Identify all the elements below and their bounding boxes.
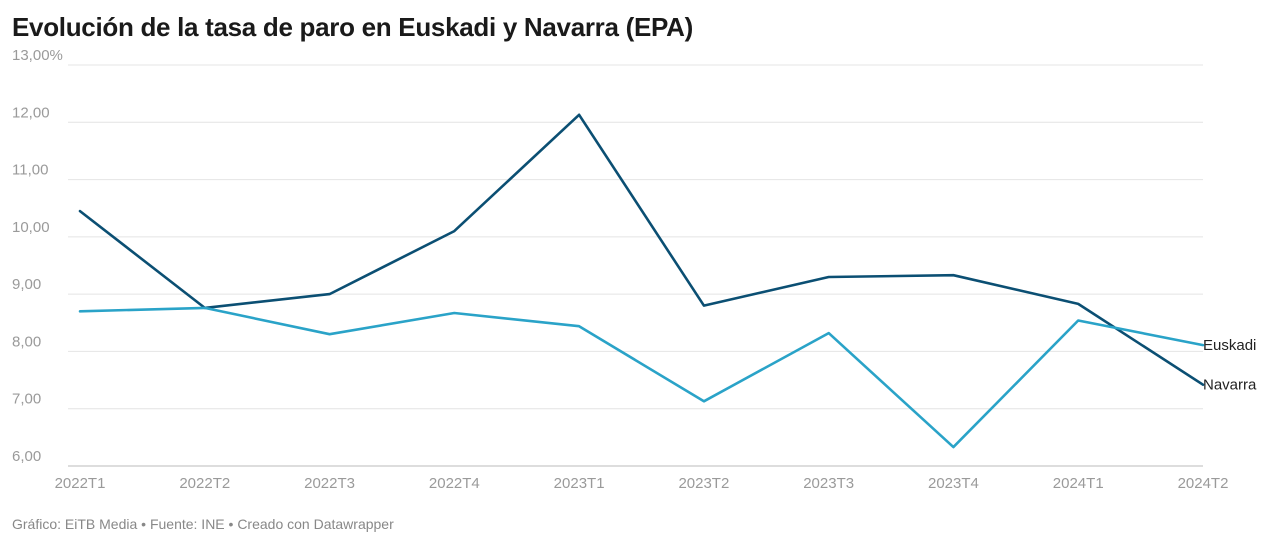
series-line-navarra — [78, 113, 1205, 387]
chart-footer: Gráfico: EiTB Media • Fuente: INE • Crea… — [12, 516, 394, 532]
series-label-euskadi: Euskadi — [1203, 337, 1256, 354]
y-tick-label: 7,00 — [12, 391, 41, 408]
y-tick-label: 11,00 — [12, 162, 48, 179]
x-tick-label: 2022T2 — [179, 475, 230, 492]
y-tick-label: 13,00% — [12, 47, 63, 64]
x-tick-label: 2023T1 — [554, 475, 605, 492]
x-tick-label: 2023T3 — [803, 475, 854, 492]
x-tick-label: 2022T4 — [429, 475, 480, 492]
y-tick-label: 6,00 — [12, 448, 41, 465]
y-tick-label: 8,00 — [12, 333, 41, 350]
x-tick-label: 2022T3 — [304, 475, 355, 492]
y-tick-label: 10,00 — [12, 219, 50, 236]
x-tick-label: 2024T2 — [1178, 475, 1229, 492]
x-tick-label: 2024T1 — [1053, 475, 1104, 492]
x-tick-label: 2023T2 — [678, 475, 729, 492]
x-tick-label: 2022T1 — [55, 475, 106, 492]
y-tick-label: 12,00 — [12, 104, 50, 121]
y-tick-label: 9,00 — [12, 276, 41, 293]
x-tick-label: 2023T4 — [928, 475, 979, 492]
series-label-navarra: Navarra — [1203, 377, 1257, 394]
chart-title: Evolución de la tasa de paro en Euskadi … — [12, 12, 693, 42]
series-line-euskadi — [78, 306, 1205, 449]
